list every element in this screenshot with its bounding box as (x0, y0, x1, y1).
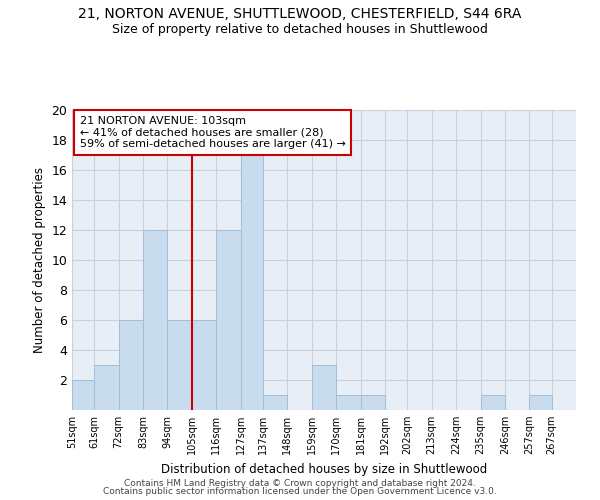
Text: 21 NORTON AVENUE: 103sqm
← 41% of detached houses are smaller (28)
59% of semi-d: 21 NORTON AVENUE: 103sqm ← 41% of detach… (80, 116, 346, 149)
Bar (312, 365, 336, 410)
X-axis label: Distribution of detached houses by size in Shuttlewood: Distribution of detached houses by size … (161, 462, 487, 475)
Bar (361, 395, 385, 410)
Bar (481, 395, 505, 410)
Bar (336, 395, 361, 410)
Bar (192, 320, 217, 410)
Text: Contains public sector information licensed under the Open Government Licence v3: Contains public sector information licen… (103, 487, 497, 496)
Bar (72, 380, 94, 410)
Bar (241, 155, 263, 410)
Bar (119, 320, 143, 410)
Y-axis label: Number of detached properties: Number of detached properties (33, 167, 46, 353)
Text: Contains HM Land Registry data © Crown copyright and database right 2024.: Contains HM Land Registry data © Crown c… (124, 478, 476, 488)
Text: 21, NORTON AVENUE, SHUTTLEWOOD, CHESTERFIELD, S44 6RA: 21, NORTON AVENUE, SHUTTLEWOOD, CHESTERF… (79, 8, 521, 22)
Bar (143, 230, 167, 410)
Bar (529, 395, 551, 410)
Bar (94, 365, 119, 410)
Bar (217, 230, 241, 410)
Bar (167, 320, 192, 410)
Bar (263, 395, 287, 410)
Text: Size of property relative to detached houses in Shuttlewood: Size of property relative to detached ho… (112, 22, 488, 36)
